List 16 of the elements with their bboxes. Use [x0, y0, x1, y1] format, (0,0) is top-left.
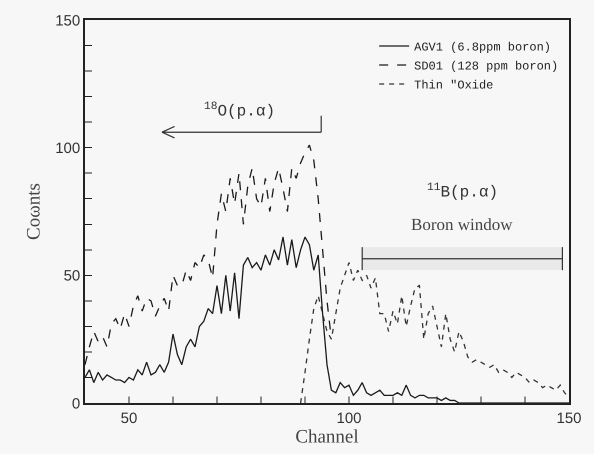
x-tick-label: 50: [120, 410, 138, 427]
y-tick-label: 0: [72, 395, 80, 412]
legend-label: SD01 (128 ppm boron): [414, 60, 558, 74]
band-label: Boron window: [411, 215, 514, 234]
y-tick-label: 50: [64, 268, 80, 285]
legend-label: AGV1 (6.8ppm boron): [414, 40, 551, 55]
x-axis-title: Channel: [295, 426, 359, 448]
y-axis-title: Coωnts: [24, 183, 45, 240]
y-tick-label: 150: [55, 12, 80, 30]
x-tick-label: 150: [556, 410, 582, 427]
annotation: $^{11}$B(p.α): [427, 182, 498, 202]
annotation: $^{18}$O(p.α): [204, 101, 276, 121]
x-tick-label: 100: [336, 410, 362, 427]
line-series: [300, 262, 569, 403]
legend-label: Thin "Oxide: [414, 78, 494, 93]
y-tick-label: 100: [55, 140, 80, 157]
